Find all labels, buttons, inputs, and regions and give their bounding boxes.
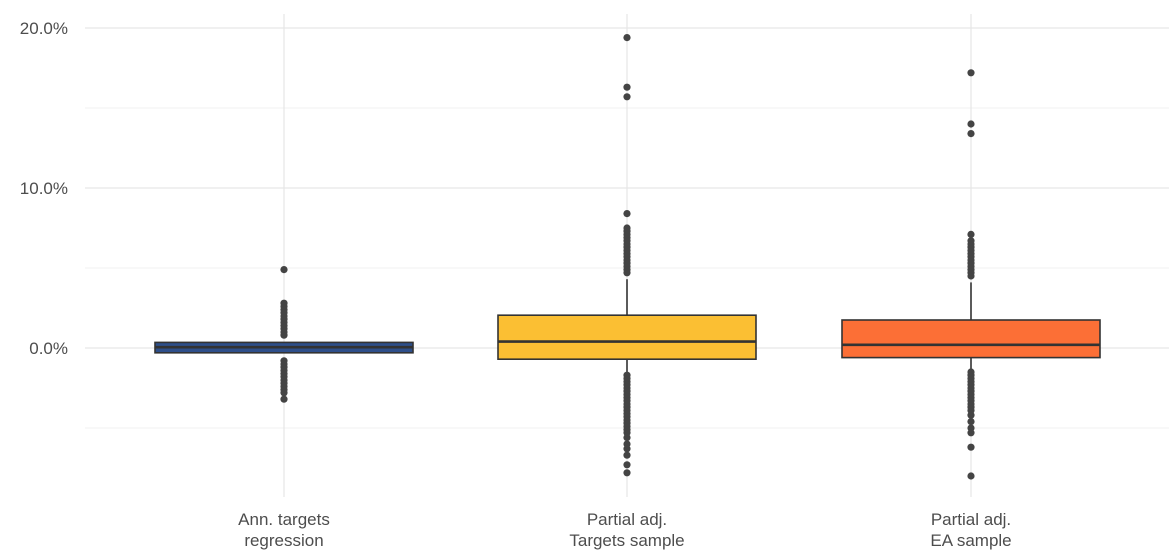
y-tick-label: 10.0% bbox=[20, 179, 68, 198]
outlier-point bbox=[623, 83, 631, 91]
outlier-point bbox=[967, 69, 975, 77]
x-tick-label-line2: Targets sample bbox=[569, 531, 684, 550]
outlier-point bbox=[623, 461, 631, 469]
x-tick-label-line2: regression bbox=[244, 531, 323, 550]
x-tick-label-line2: EA sample bbox=[930, 531, 1011, 550]
outlier-point bbox=[280, 389, 288, 397]
y-axis: 20.0% 10.0% 0.0% bbox=[20, 19, 68, 358]
outlier-point bbox=[280, 331, 288, 339]
outlier-point bbox=[967, 130, 975, 138]
outlier-point bbox=[623, 269, 631, 277]
outlier-point bbox=[967, 429, 975, 437]
box-rect bbox=[497, 314, 757, 361]
outlier-point bbox=[623, 34, 631, 42]
outlier-point bbox=[623, 445, 631, 453]
box-group bbox=[841, 69, 1101, 480]
y-tick-label: 0.0% bbox=[29, 339, 68, 358]
x-tick-label-line1: Partial adj. bbox=[587, 510, 667, 529]
outlier-point bbox=[280, 266, 288, 274]
outlier-point bbox=[967, 120, 975, 128]
box-group bbox=[154, 266, 414, 403]
outlier-point bbox=[623, 469, 631, 477]
y-tick-label: 20.0% bbox=[20, 19, 68, 38]
outlier-point bbox=[967, 411, 975, 419]
outlier-point bbox=[967, 418, 975, 426]
outlier-point bbox=[967, 443, 975, 451]
box-group bbox=[497, 34, 757, 477]
outlier-point bbox=[623, 434, 631, 442]
outlier-point bbox=[280, 395, 288, 403]
outlier-point bbox=[967, 472, 975, 480]
x-axis: Ann. targets regression Partial adj. Target… bbox=[238, 510, 1011, 550]
outlier-point bbox=[623, 451, 631, 459]
outlier-point bbox=[967, 272, 975, 280]
x-tick-label-line1: Ann. targets bbox=[238, 510, 330, 529]
outlier-point bbox=[623, 93, 631, 101]
box-rect bbox=[841, 319, 1101, 359]
outlier-point bbox=[623, 210, 631, 218]
outlier-point bbox=[967, 230, 975, 238]
x-tick-label-line1: Partial adj. bbox=[931, 510, 1011, 529]
boxes-layer bbox=[154, 34, 1101, 480]
